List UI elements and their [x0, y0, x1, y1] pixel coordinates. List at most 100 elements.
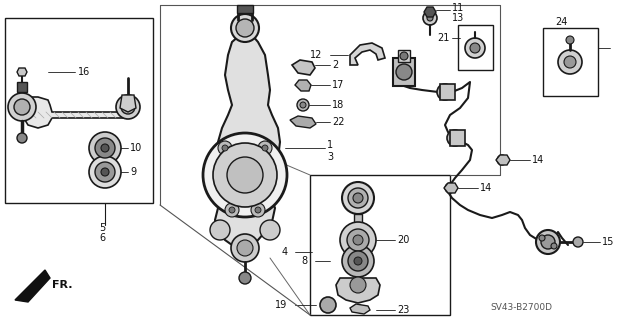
Text: 4: 4 [282, 247, 288, 257]
Bar [237, 5, 253, 13]
Circle shape [348, 251, 368, 271]
Circle shape [236, 19, 254, 37]
Circle shape [465, 38, 485, 58]
Circle shape [400, 52, 408, 60]
Circle shape [116, 95, 140, 119]
Bar [5, 18, 153, 203]
Circle shape [541, 235, 555, 249]
Polygon shape [444, 183, 458, 193]
Circle shape [227, 157, 263, 193]
Text: 15: 15 [602, 237, 614, 247]
Polygon shape [496, 155, 510, 165]
Circle shape [353, 235, 363, 245]
Circle shape [348, 188, 368, 208]
Circle shape [229, 207, 235, 213]
Polygon shape [17, 68, 27, 76]
Text: 21: 21 [438, 33, 450, 43]
Polygon shape [350, 43, 385, 65]
Circle shape [231, 234, 259, 262]
Circle shape [423, 11, 437, 25]
Text: 17: 17 [332, 80, 344, 90]
Circle shape [320, 297, 336, 313]
Circle shape [95, 138, 115, 158]
Circle shape [539, 235, 545, 241]
Text: 23: 23 [397, 305, 410, 315]
Circle shape [255, 207, 261, 213]
Text: 16: 16 [78, 67, 90, 77]
Circle shape [342, 245, 374, 277]
Text: 13: 13 [452, 13, 464, 23]
Bar [543, 28, 598, 96]
Bar [393, 58, 415, 86]
Text: 2: 2 [332, 60, 339, 70]
Polygon shape [120, 95, 136, 112]
Bar [440, 84, 455, 100]
Circle shape [470, 43, 480, 53]
Polygon shape [22, 97, 130, 128]
Circle shape [427, 15, 433, 21]
Text: 12: 12 [310, 50, 322, 60]
Circle shape [347, 229, 369, 251]
Text: 8: 8 [301, 256, 307, 266]
Circle shape [222, 145, 228, 151]
Circle shape [297, 99, 309, 111]
Circle shape [101, 144, 109, 152]
Circle shape [300, 102, 306, 108]
Circle shape [121, 100, 135, 114]
Circle shape [350, 277, 366, 293]
Circle shape [437, 84, 453, 100]
Text: 3: 3 [327, 152, 333, 162]
Polygon shape [350, 304, 370, 314]
Polygon shape [15, 270, 50, 302]
Circle shape [340, 222, 376, 258]
Circle shape [89, 132, 121, 164]
Circle shape [396, 64, 412, 80]
Circle shape [558, 50, 582, 74]
Circle shape [8, 93, 36, 121]
Circle shape [497, 155, 507, 165]
Polygon shape [290, 116, 316, 128]
Circle shape [258, 141, 272, 155]
Text: 22: 22 [332, 117, 344, 127]
Polygon shape [215, 35, 280, 248]
Text: 10: 10 [130, 143, 142, 153]
Circle shape [14, 99, 30, 115]
Circle shape [566, 36, 574, 44]
Text: 9: 9 [130, 167, 136, 177]
Text: 11: 11 [452, 3, 464, 13]
Text: 20: 20 [397, 235, 410, 245]
Circle shape [225, 203, 239, 217]
Bar [450, 130, 465, 146]
Polygon shape [424, 7, 436, 17]
Circle shape [89, 156, 121, 188]
Bar [17, 82, 27, 92]
Text: FR.: FR. [52, 280, 72, 290]
Bar [310, 175, 450, 315]
Text: 19: 19 [275, 300, 287, 310]
Circle shape [231, 14, 259, 42]
Circle shape [239, 272, 251, 284]
Text: 14: 14 [480, 183, 492, 193]
Circle shape [445, 183, 455, 193]
Circle shape [17, 133, 27, 143]
Bar [398, 50, 410, 62]
Circle shape [447, 130, 463, 146]
Circle shape [536, 230, 560, 254]
Circle shape [564, 56, 576, 68]
Circle shape [354, 257, 362, 265]
Circle shape [260, 220, 280, 240]
Text: 5: 5 [99, 223, 105, 233]
Text: 24: 24 [555, 17, 568, 27]
Polygon shape [292, 60, 315, 75]
Circle shape [210, 220, 230, 240]
Text: SV43-B2700D: SV43-B2700D [490, 303, 552, 313]
Circle shape [353, 193, 363, 203]
Text: 14: 14 [532, 155, 544, 165]
Circle shape [101, 168, 109, 176]
Circle shape [342, 182, 374, 214]
Text: 1: 1 [327, 140, 333, 150]
Bar [458, 25, 493, 70]
Bar [354, 214, 362, 232]
Circle shape [203, 133, 287, 217]
Circle shape [573, 237, 583, 247]
